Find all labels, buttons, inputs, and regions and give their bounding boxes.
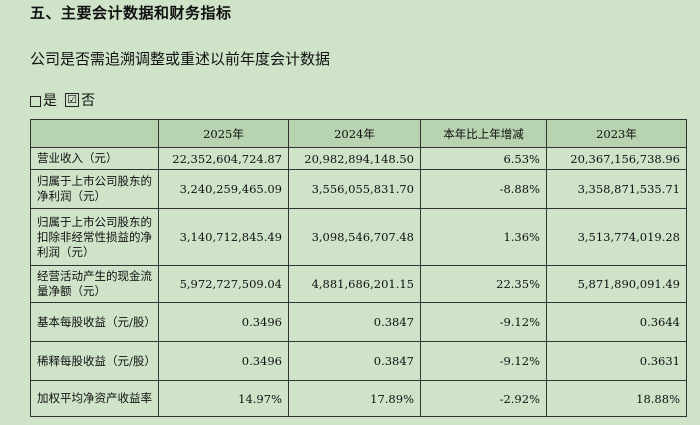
value-2024: 0.3847	[288, 302, 421, 342]
table-row: 归属于上市公司股东的净利润（元） 3,240,259,465.09 3,556,…	[30, 169, 687, 209]
financial-data-table: 2025年 2024年 本年比上年增减 2023年 营业收入（元） 22,352…	[30, 119, 687, 417]
value-2024: 3,098,546,707.48	[288, 208, 421, 266]
value-2025: 14.97%	[158, 380, 289, 417]
value-2023: 5,871,890,091.49	[546, 265, 687, 303]
value-change: 1.36%	[420, 208, 547, 266]
value-2024: 3,556,055,831.70	[288, 169, 421, 209]
value-2023: 20,367,156,738.96	[546, 147, 687, 170]
value-2025: 0.3496	[158, 341, 289, 381]
header-2025: 2025年	[158, 119, 289, 148]
row-label: 稀释每股收益（元/股）	[30, 341, 159, 381]
row-label: 经营活动产生的现金流量净额（元）	[30, 265, 159, 303]
row-label: 营业收入（元）	[30, 147, 159, 170]
table-row: 经营活动产生的现金流量净额（元） 5,972,727,509.04 4,881,…	[30, 265, 687, 303]
value-2024: 20,982,894,148.50	[288, 147, 421, 170]
value-2023: 3,513,774,019.28	[546, 208, 687, 266]
value-2023: 0.3631	[546, 341, 687, 381]
table-row: 稀释每股收益（元/股） 0.3496 0.3847 -9.12% 0.3631	[30, 341, 687, 381]
value-2025: 3,240,259,465.09	[158, 169, 289, 209]
table-row: 营业收入（元） 22,352,604,724.87 20,982,894,148…	[30, 147, 687, 170]
value-change: -9.12%	[420, 341, 547, 381]
table-header-row: 2025年 2024年 本年比上年增减 2023年	[30, 119, 687, 148]
value-2024: 0.3847	[288, 341, 421, 381]
restatement-question: 公司是否需追溯调整或重述以前年度会计数据	[30, 50, 331, 68]
value-2023: 0.3644	[546, 302, 687, 342]
table-row: 归属于上市公司股东的扣除非经常性损益的净利润（元） 3,140,712,845.…	[30, 208, 687, 266]
header-blank	[30, 119, 159, 148]
row-label: 加权平均净资产收益率	[30, 380, 159, 417]
value-2025: 3,140,712,845.49	[158, 208, 289, 266]
value-change: -9.12%	[420, 302, 547, 342]
header-change: 本年比上年增减	[420, 119, 547, 148]
yes-checkbox-icon[interactable]	[30, 95, 41, 107]
header-2024: 2024年	[288, 119, 421, 148]
no-label: 否	[81, 93, 95, 109]
restatement-choices: 是 ☑ 否	[30, 90, 95, 110]
section-title: 五、主要会计数据和财务指标	[30, 4, 232, 22]
table-row: 基本每股收益（元/股） 0.3496 0.3847 -9.12% 0.3644	[30, 302, 687, 342]
row-label: 归属于上市公司股东的净利润（元）	[30, 169, 159, 209]
no-checkbox-checked-icon[interactable]: ☑	[65, 93, 79, 107]
value-change: 22.35%	[420, 265, 547, 303]
value-2024: 17.89%	[288, 380, 421, 417]
value-change: -8.88%	[420, 169, 547, 209]
table-row: 加权平均净资产收益率 14.97% 17.89% -2.92% 18.88%	[30, 380, 687, 417]
value-2025: 5,972,727,509.04	[158, 265, 289, 303]
value-2023: 18.88%	[546, 380, 687, 417]
value-2025: 0.3496	[158, 302, 289, 342]
row-label: 归属于上市公司股东的扣除非经常性损益的净利润（元）	[30, 208, 159, 266]
header-2023: 2023年	[546, 119, 687, 148]
row-label: 基本每股收益（元/股）	[30, 302, 159, 342]
yes-label: 是	[43, 93, 57, 109]
value-change: -2.92%	[420, 380, 547, 417]
value-2023: 3,358,871,535.71	[546, 169, 687, 209]
value-2025: 22,352,604,724.87	[158, 147, 289, 170]
value-2024: 4,881,686,201.15	[288, 265, 421, 303]
value-change: 6.53%	[420, 147, 547, 170]
